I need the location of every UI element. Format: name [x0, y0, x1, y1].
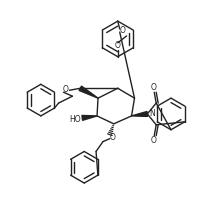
Text: O: O [115, 41, 121, 50]
Text: N: N [149, 110, 155, 118]
Text: O: O [150, 136, 156, 145]
Text: HO: HO [70, 115, 81, 124]
Polygon shape [82, 115, 97, 120]
Polygon shape [132, 111, 148, 116]
Text: O: O [150, 83, 156, 92]
Text: O: O [63, 85, 68, 94]
Text: O: O [120, 26, 126, 35]
Polygon shape [79, 86, 98, 98]
Text: O: O [110, 133, 116, 142]
